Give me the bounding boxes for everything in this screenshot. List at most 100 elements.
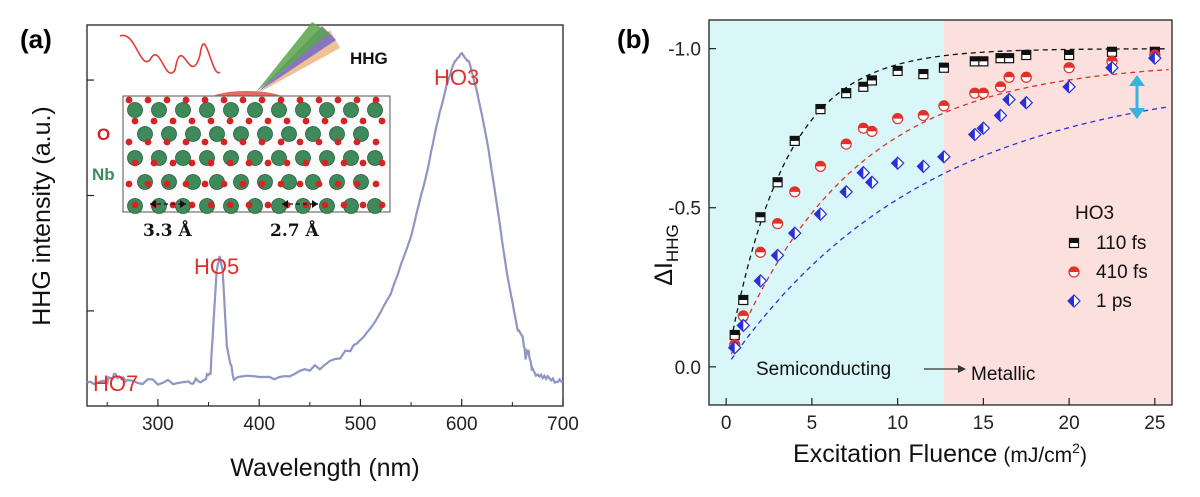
data-point	[1002, 92, 1016, 107]
o-atom-icon	[372, 138, 380, 146]
o-atom-icon	[378, 159, 386, 167]
data-point	[787, 226, 802, 241]
o-atom-icon	[353, 180, 361, 188]
nb-atom-icon	[353, 126, 369, 142]
panel-a-y-ticks	[87, 79, 94, 312]
nb-atom-icon	[175, 102, 191, 118]
spectrum-line	[86, 51, 564, 386]
distance-label-2: 2.7 Å	[270, 219, 319, 241]
o-atom-icon	[131, 201, 139, 209]
o-atom-icon	[169, 201, 177, 209]
legend-marker	[1067, 294, 1081, 308]
data-point	[976, 121, 991, 136]
o-atom-icon	[220, 96, 228, 104]
annotation-ho3: HO3	[434, 65, 479, 90]
data-point	[1003, 71, 1015, 83]
o-atom-icon	[163, 138, 171, 146]
o-atom-icon	[131, 159, 139, 167]
panel-a-x-tick-label: 300	[142, 414, 174, 435]
atom-label-nb: Nb	[92, 165, 115, 184]
panel-a: (a) 300 400 500 600 700 Wavelength (nm) HHG …	[20, 22, 579, 482]
o-atom-icon	[245, 201, 253, 209]
nb-atom-icon	[209, 126, 225, 142]
panel-a-x-ticks: 300 400 500 600 700	[106, 399, 579, 435]
o-atom-icon	[340, 159, 348, 167]
o-atom-icon	[296, 180, 304, 188]
o-atom-icon	[315, 180, 323, 188]
region-semiconducting-bg	[709, 20, 944, 405]
o-atom-icon	[201, 180, 209, 188]
nb-atom-icon	[257, 126, 273, 142]
nb-atom-icon	[343, 102, 359, 118]
panel-b-y-tick-label: -1.0	[668, 40, 701, 61]
data-point	[994, 81, 1007, 93]
y-title-main: ΔI	[650, 262, 678, 286]
data-point	[865, 175, 879, 190]
data-point	[977, 87, 989, 99]
data-point	[967, 127, 982, 142]
data-point	[771, 218, 784, 230]
o-atom-icon	[150, 159, 158, 167]
o-atom-icon	[188, 117, 196, 125]
distance-arrow-2-icon	[282, 200, 318, 208]
o-atom-icon	[321, 159, 329, 167]
nb-atom-icon	[271, 102, 287, 118]
panel-b-y-axis-title: ΔIHHG	[650, 224, 682, 285]
o-atom-icon	[182, 180, 190, 188]
o-atom-icon	[144, 96, 152, 104]
distance-label-1: 3.3 Å	[143, 219, 192, 241]
panel-b-y-ticks: 0.0 -0.5 -1.0	[668, 40, 716, 379]
data-point	[729, 329, 740, 341]
o-atom-icon	[353, 138, 361, 146]
o-atom-icon	[125, 180, 133, 188]
data-point	[754, 246, 767, 258]
nb-atom-icon	[223, 102, 239, 118]
y-title-sub: HHG	[663, 224, 682, 262]
o-atom-icon	[201, 138, 209, 146]
laser-pulse-icon	[119, 34, 221, 74]
data-point	[1062, 79, 1076, 94]
gap-double-arrow-icon	[1129, 75, 1145, 119]
nb-atom-icon	[367, 102, 383, 118]
o-atom-icon	[245, 159, 253, 167]
o-atom-icon	[334, 96, 342, 104]
fit-curves	[730, 48, 1169, 360]
o-atom-icon	[359, 201, 367, 209]
o-atom-icon	[239, 96, 247, 104]
o-atom-icon	[163, 180, 171, 188]
nb-atom-icon	[185, 126, 201, 142]
nb-atom-icon	[367, 150, 383, 166]
o-atom-icon	[258, 96, 266, 104]
data-point	[858, 81, 869, 92]
nb-atom-icon	[137, 126, 153, 142]
data-point	[917, 109, 929, 122]
o-atom-icon	[226, 117, 234, 125]
data-point	[839, 184, 854, 199]
nb-atom-icon	[247, 102, 263, 118]
legend-label: 410 fs	[1096, 262, 1148, 283]
data-point	[736, 318, 751, 333]
o-atom-icon	[353, 96, 361, 104]
nb-atom-icon	[281, 174, 297, 190]
data-point	[856, 165, 871, 180]
data-point	[755, 212, 766, 223]
nb-atom-icon	[271, 150, 287, 166]
data-points	[727, 46, 1162, 355]
o-atom-icon	[207, 201, 215, 209]
data-point	[892, 65, 903, 77]
data-point	[813, 207, 828, 221]
data-point	[841, 88, 852, 99]
panel-b-x-tick-label: 20	[1059, 413, 1080, 434]
nb-atom-icon	[151, 102, 167, 118]
o-atom-icon	[182, 138, 190, 146]
o-atom-icon	[131, 117, 139, 125]
o-atom-icon	[296, 96, 304, 104]
data-point	[890, 156, 905, 171]
panel-b-x-tick-label: 15	[973, 413, 994, 434]
hhg-beam-icon	[256, 22, 340, 92]
panel-b-y-tick-label: -0.5	[668, 199, 701, 220]
o-atom-icon	[302, 201, 310, 209]
o-atom-icon	[188, 201, 196, 209]
panel-b-x-tick-label: 10	[887, 413, 908, 434]
o-atom-icon	[296, 138, 304, 146]
